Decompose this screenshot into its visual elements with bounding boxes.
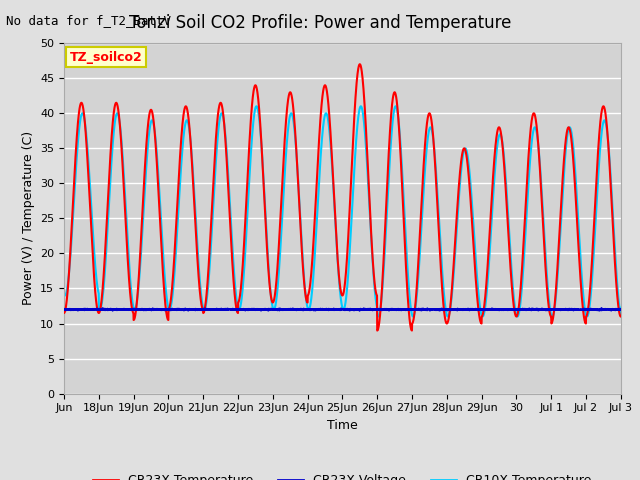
Text: No data for f_T2_BattV: No data for f_T2_BattV: [6, 14, 172, 27]
Text: Tonzi Soil CO2 Profile: Power and Temperature: Tonzi Soil CO2 Profile: Power and Temper…: [129, 14, 511, 33]
Y-axis label: Power (V) / Temperature (C): Power (V) / Temperature (C): [22, 132, 35, 305]
Text: TZ_soilco2: TZ_soilco2: [70, 51, 142, 64]
Legend: CR23X Temperature, CR23X Voltage, CR10X Temperature: CR23X Temperature, CR23X Voltage, CR10X …: [88, 469, 596, 480]
X-axis label: Time: Time: [327, 419, 358, 432]
